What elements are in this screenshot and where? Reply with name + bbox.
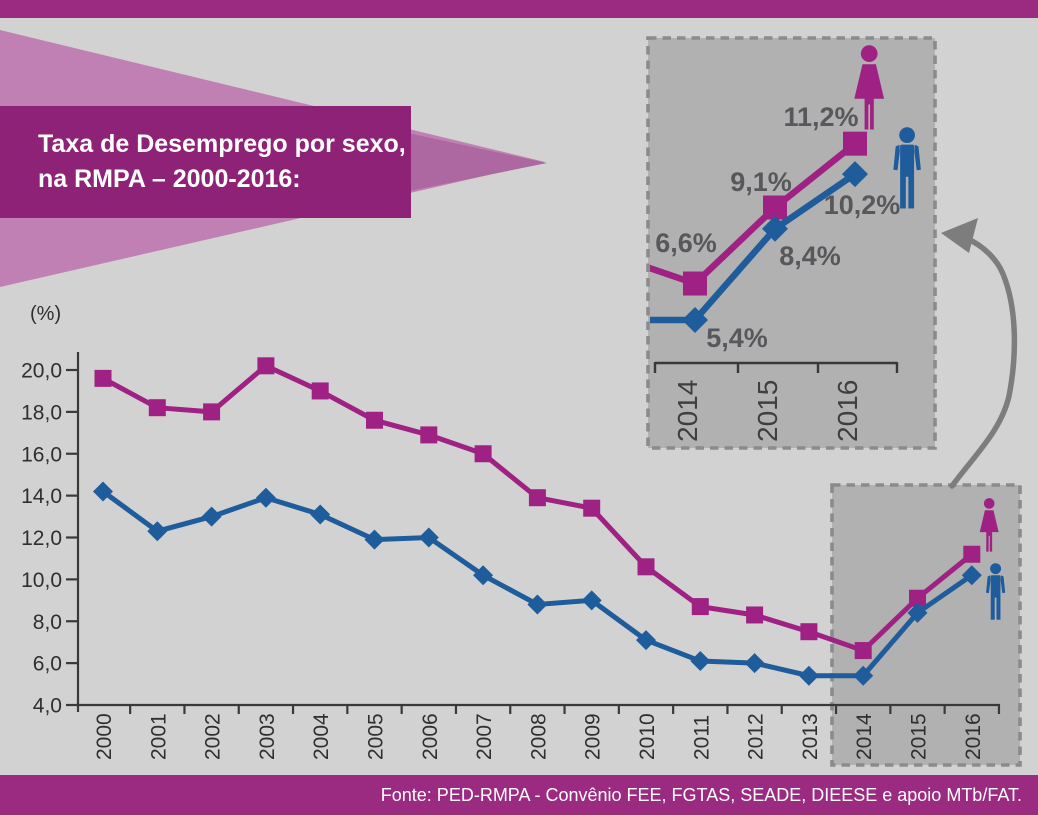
y-tick-label: 4,0 <box>33 695 62 718</box>
data-marker <box>473 565 494 586</box>
y-tick-label: 12,0 <box>21 527 62 550</box>
data-marker <box>763 195 787 220</box>
data-marker <box>798 665 819 686</box>
y-tick-label: 8,0 <box>33 611 62 634</box>
data-marker <box>93 481 113 502</box>
data-marker <box>963 545 981 563</box>
inset-x-tick-label: 2014 <box>672 380 703 442</box>
source-text: Fonte: PED-RMPA - Convênio FEE, FGTAS, S… <box>380 784 1022 805</box>
data-marker <box>255 487 276 508</box>
data-marker <box>843 131 867 156</box>
y-tick-label: 18,0 <box>21 401 62 424</box>
title-banner: Taxa de Desemprego por sexo, na RMPA – 2… <box>0 106 411 218</box>
x-tick-label: 2001 <box>147 713 170 760</box>
data-marker <box>257 357 275 375</box>
data-marker <box>203 403 221 421</box>
curved-arrow-head <box>941 218 978 253</box>
data-marker <box>201 506 222 527</box>
top-bar <box>0 0 1038 18</box>
data-marker <box>682 307 708 333</box>
source-bar: Fonte: PED-RMPA - Convênio FEE, FGTAS, S… <box>0 775 1038 815</box>
data-marker <box>94 369 112 387</box>
data-marker <box>762 215 788 242</box>
data-marker <box>744 653 765 674</box>
data-marker <box>853 665 874 686</box>
inset-panel <box>646 36 937 450</box>
data-marker <box>907 602 928 623</box>
data-marker <box>637 558 655 576</box>
x-tick-label: 2000 <box>93 713 116 760</box>
y-axis-ticks: 20,0 18,0 16,0 14,0 12,0 10,0 8,0 6,0 4,0 <box>21 360 78 718</box>
data-marker <box>527 594 548 615</box>
x-tick-label: 2005 <box>365 713 388 760</box>
data-marker <box>690 651 711 672</box>
men-series <box>93 481 982 686</box>
x-tick-label: 2016 <box>962 713 985 760</box>
x-tick-label: 2007 <box>473 713 496 760</box>
men-value-label: 5,4% <box>706 323 768 353</box>
data-marker <box>581 590 602 611</box>
data-marker <box>909 589 926 607</box>
women-value-label: 9,1% <box>730 167 792 197</box>
inset-men-line <box>650 171 857 324</box>
page-title-line1: Taxa de Desemprego por sexo, <box>38 130 406 158</box>
women-series <box>94 357 981 660</box>
inset-x-tick-label: 2015 <box>752 380 783 442</box>
inset-x-tick-label: 2016 <box>832 380 863 442</box>
data-marker <box>961 565 982 586</box>
x-tick-label: 2006 <box>419 713 442 760</box>
x-tick-label: 2014 <box>853 713 876 760</box>
data-marker <box>366 411 383 429</box>
curved-arrow-icon <box>949 236 1018 489</box>
data-marker <box>528 489 546 507</box>
data-marker <box>691 598 709 616</box>
medium-triangle <box>375 126 547 198</box>
x-tick-label: 2004 <box>310 713 333 760</box>
women-value-label: 6,6% <box>655 228 717 258</box>
data-marker <box>800 623 818 641</box>
x-tick-label: 2012 <box>745 713 768 760</box>
inset-series <box>650 131 868 333</box>
x-tick-label: 2009 <box>582 713 605 760</box>
data-marker <box>683 271 707 296</box>
data-marker <box>746 606 764 624</box>
women-value-label: 11,2% <box>783 102 858 132</box>
data-marker <box>311 382 329 400</box>
page-title-line2: na RMPA – 2000-2016: <box>38 165 301 193</box>
y-tick-label: 16,0 <box>21 443 62 466</box>
x-tick-label: 2011 <box>690 715 713 760</box>
y-axis-unit-label: (%) <box>30 303 62 325</box>
x-axis-ticks: 2000 2001 2002 2003 2004 2005 2006 2007 2008 2009… <box>93 705 1001 760</box>
data-marker <box>636 630 656 651</box>
y-tick-label: 6,0 <box>33 653 62 676</box>
men-value-label: 8,4% <box>779 241 841 271</box>
inset-women-line <box>650 141 858 288</box>
data-marker <box>854 642 872 660</box>
y-tick-label: 20,0 <box>21 360 62 383</box>
y-tick-label: 10,0 <box>21 569 62 592</box>
data-marker <box>583 499 601 517</box>
data-marker <box>310 504 331 525</box>
data-marker <box>420 426 438 444</box>
data-marker <box>842 161 868 188</box>
inset-axis <box>653 361 899 373</box>
x-tick-label: 2003 <box>256 713 279 760</box>
data-marker <box>474 445 492 463</box>
data-marker <box>418 527 439 548</box>
x-tick-label: 2015 <box>908 713 931 760</box>
x-tick-label: 2008 <box>527 713 550 760</box>
x-tick-label: 2010 <box>636 713 659 760</box>
x-tick-label: 2002 <box>202 713 225 760</box>
data-marker <box>148 399 166 417</box>
data-marker <box>147 521 168 542</box>
y-tick-label: 14,0 <box>21 485 62 508</box>
data-marker <box>364 529 385 550</box>
x-tick-label: 2013 <box>799 713 822 760</box>
men-value-label: 10,2% <box>824 190 901 220</box>
